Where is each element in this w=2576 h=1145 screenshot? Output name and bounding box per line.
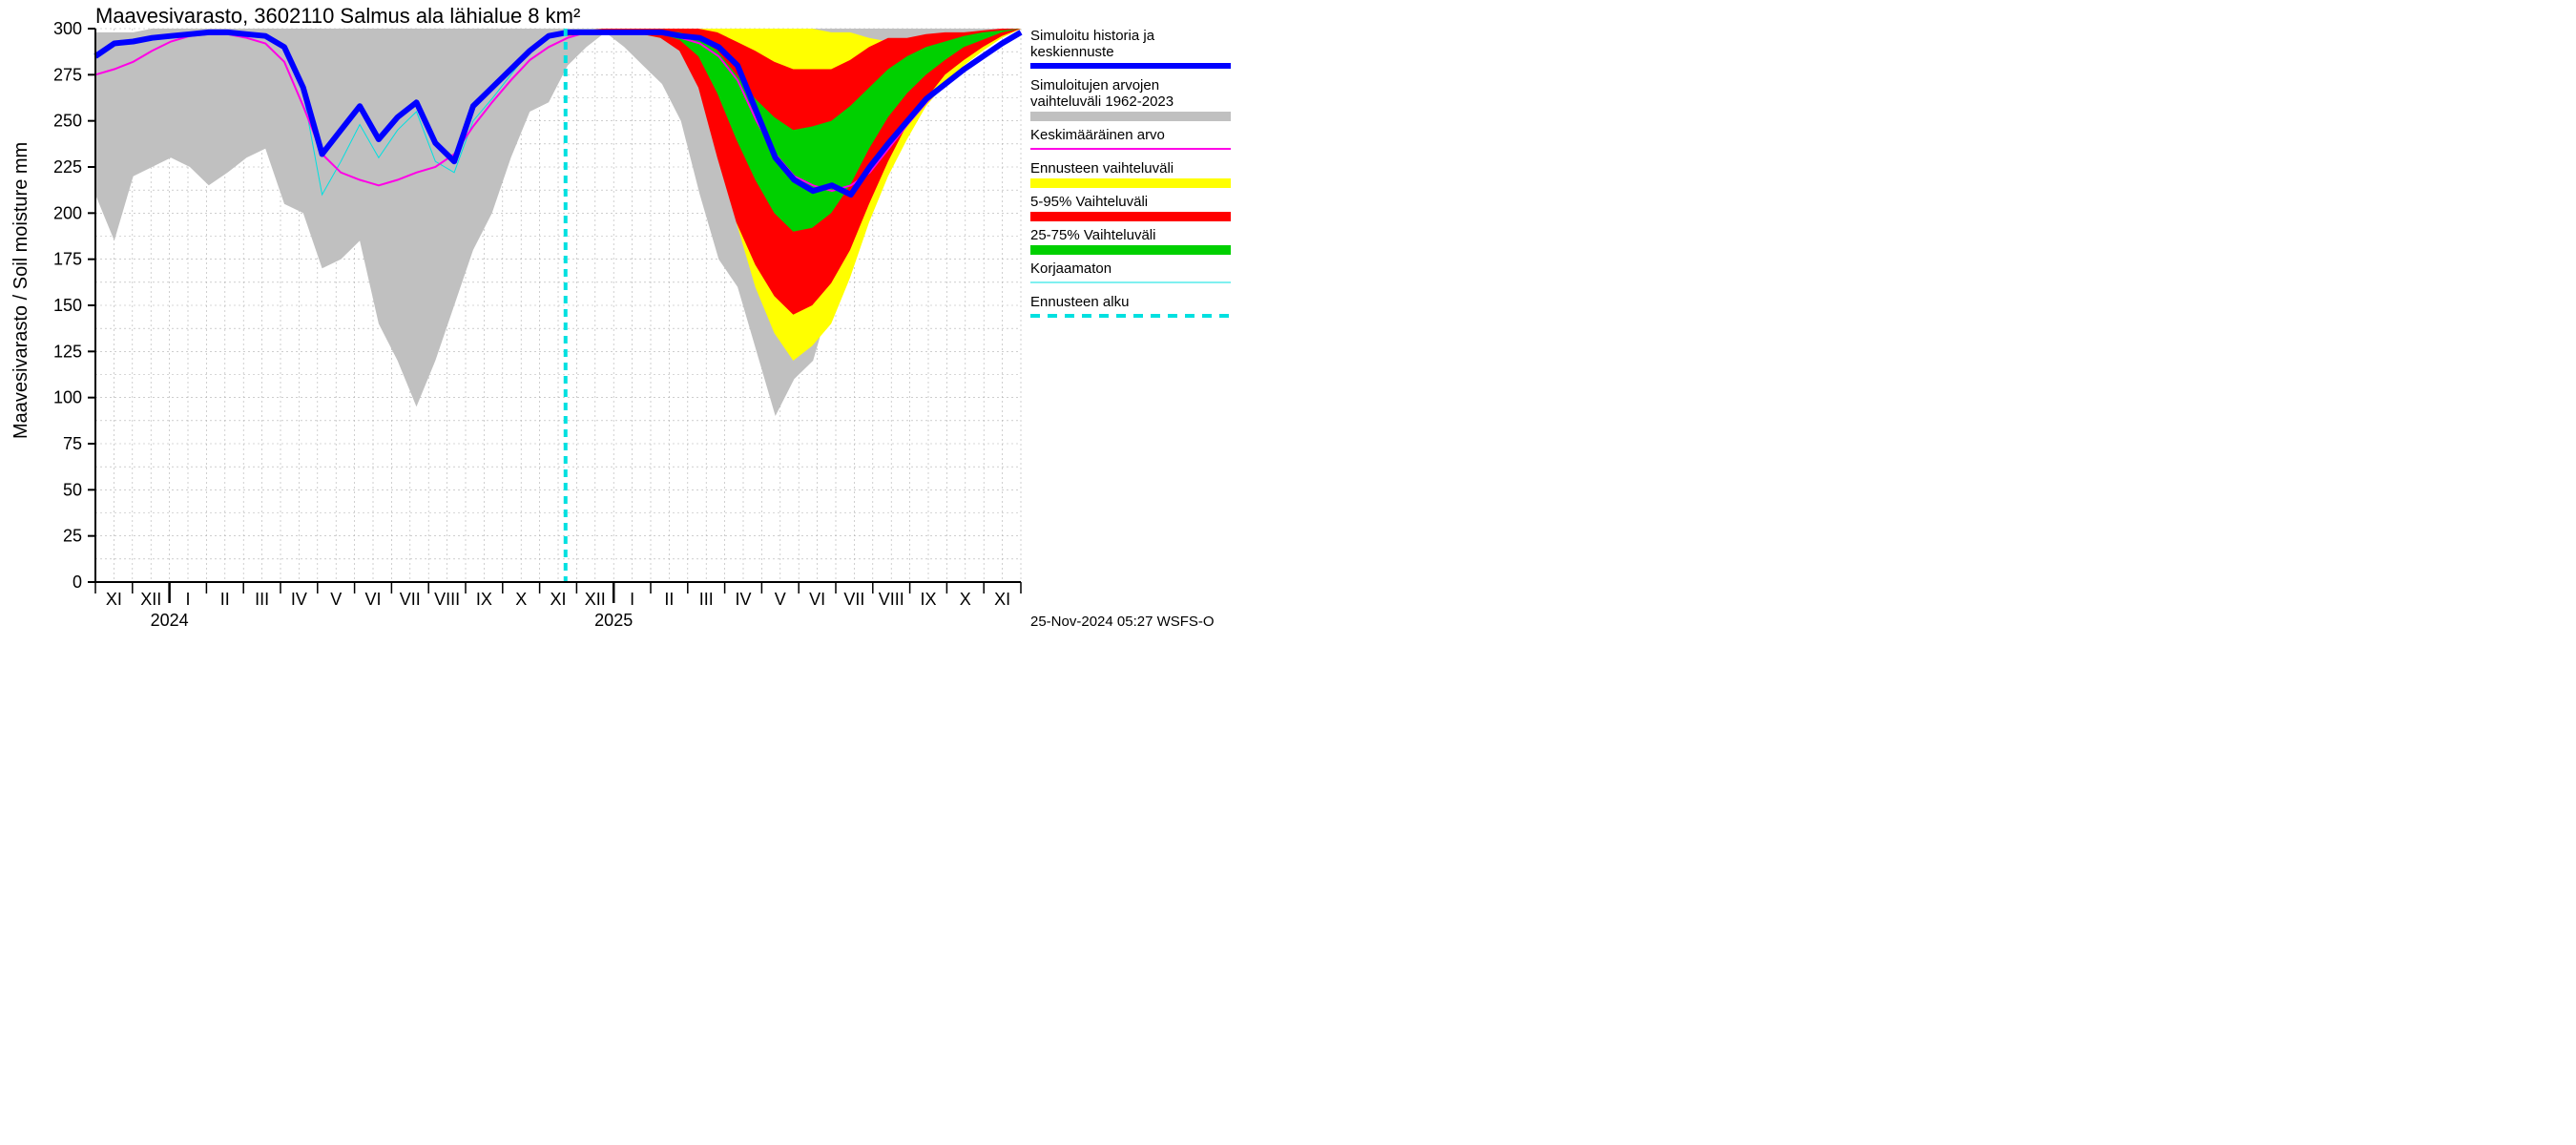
x-month-label: IV bbox=[735, 590, 751, 609]
x-month-label: IX bbox=[476, 590, 492, 609]
x-year-label: 2025 bbox=[594, 611, 633, 630]
y-tick-label: 250 bbox=[53, 112, 82, 131]
y-tick-label: 125 bbox=[53, 342, 82, 361]
x-month-label: II bbox=[220, 590, 230, 609]
legend-swatch-p5_95 bbox=[1030, 212, 1231, 221]
y-tick-label: 100 bbox=[53, 388, 82, 407]
x-month-label: VI bbox=[809, 590, 825, 609]
legend-label-uncorrected: Korjaamaton bbox=[1030, 260, 1111, 277]
legend-label-sim_hist: Simuloitu historia ja bbox=[1030, 28, 1155, 44]
x-month-label: XII bbox=[585, 590, 606, 609]
x-month-label: VI bbox=[364, 590, 381, 609]
x-month-label: I bbox=[185, 590, 190, 609]
chart-svg: 0255075100125150175200225250275300XIXIII… bbox=[0, 0, 1431, 636]
x-month-label: X bbox=[515, 590, 527, 609]
y-tick-label: 225 bbox=[53, 157, 82, 177]
legend-label-p25_75: 25-75% Vaihteluväli bbox=[1030, 227, 1155, 243]
x-month-label: V bbox=[330, 590, 342, 609]
x-month-label: VII bbox=[843, 590, 864, 609]
legend-label-sim_hist: keskiennuste bbox=[1030, 44, 1114, 60]
x-month-label: XII bbox=[140, 590, 161, 609]
chart-title: Maavesivarasto, 3602110 Salmus ala lähia… bbox=[95, 4, 580, 28]
x-month-label: X bbox=[960, 590, 971, 609]
y-tick-label: 200 bbox=[53, 203, 82, 222]
x-month-label: IX bbox=[920, 590, 936, 609]
y-tick-label: 25 bbox=[63, 527, 82, 546]
x-month-label: XI bbox=[994, 590, 1010, 609]
legend-label-forecast_start: Ennusteen alku bbox=[1030, 294, 1129, 310]
y-tick-label: 50 bbox=[63, 480, 82, 499]
y-tick-label: 275 bbox=[53, 65, 82, 84]
legend-swatch-p25_75 bbox=[1030, 245, 1231, 255]
x-month-label: III bbox=[255, 590, 269, 609]
legend-swatch-forecast_range bbox=[1030, 178, 1231, 188]
x-year-label: 2024 bbox=[151, 611, 189, 630]
legend-label-mean: Keskimääräinen arvo bbox=[1030, 127, 1165, 143]
x-month-label: II bbox=[664, 590, 674, 609]
y-tick-label: 300 bbox=[53, 19, 82, 38]
x-month-label: VII bbox=[400, 590, 421, 609]
x-month-label: XI bbox=[550, 590, 566, 609]
x-month-label: XI bbox=[106, 590, 122, 609]
x-month-label: VIII bbox=[434, 590, 460, 609]
y-tick-label: 175 bbox=[53, 250, 82, 269]
soil-moisture-chart: 0255075100125150175200225250275300XIXIII… bbox=[0, 0, 1431, 636]
x-month-label: V bbox=[775, 590, 786, 609]
legend-label-hist_range: Simuloitujen arvojen bbox=[1030, 77, 1159, 94]
legend-label-forecast_range: Ennusteen vaihteluväli bbox=[1030, 160, 1174, 177]
legend-swatch-hist_range bbox=[1030, 112, 1231, 121]
y-tick-label: 150 bbox=[53, 296, 82, 315]
y-tick-label: 75 bbox=[63, 434, 82, 453]
y-tick-label: 0 bbox=[73, 572, 82, 592]
legend-label-p5_95: 5-95% Vaihteluväli bbox=[1030, 194, 1148, 210]
x-month-label: IV bbox=[291, 590, 307, 609]
footer-timestamp: 25-Nov-2024 05:27 WSFS-O bbox=[1030, 614, 1215, 630]
x-month-label: VIII bbox=[879, 590, 904, 609]
y-axis-label: Maavesivarasto / Soil moisture mm bbox=[10, 142, 31, 439]
x-month-label: III bbox=[699, 590, 714, 609]
x-month-label: I bbox=[630, 590, 634, 609]
legend-label-hist_range: vaihteluväli 1962-2023 bbox=[1030, 94, 1174, 110]
